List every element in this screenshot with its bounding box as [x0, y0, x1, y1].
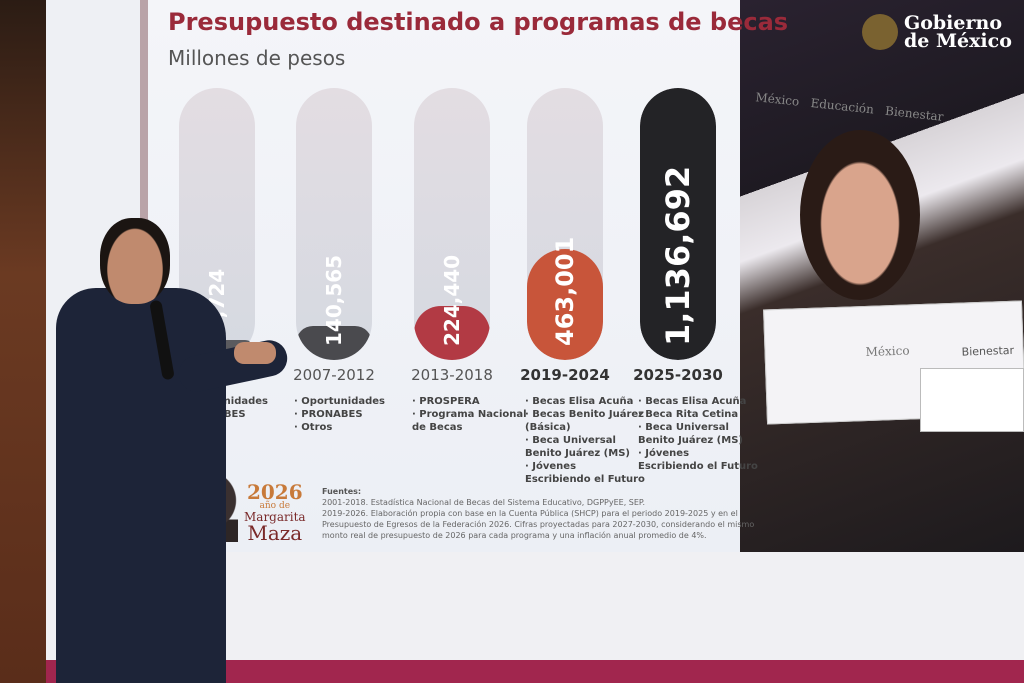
presenter	[48, 218, 291, 683]
program-list: PROSPERAPrograma Nacional de Becas	[412, 395, 532, 434]
bar-value-label: 1,136,692	[659, 165, 697, 346]
period-label: 2007-2012	[293, 366, 375, 384]
program-list: Becas Elisa AcuñaBeca Rita CetinaBeca Un…	[638, 395, 758, 473]
program-item: Beca Universal Benito Juárez (MS)	[638, 421, 758, 447]
program-item: Becas Elisa Acuña	[525, 395, 645, 408]
sources: Fuentes: 2001-2018. Estadística Nacional…	[322, 486, 772, 541]
scholarship-card-2	[920, 368, 1024, 432]
period-label: 2013-2018	[411, 366, 493, 384]
bar	[414, 306, 490, 360]
logo-text: Gobierno de México	[904, 12, 1012, 52]
program-item: Beca Universal Benito Juárez (MS)	[525, 434, 645, 460]
program-list: OportunidadesPRONABESOtros	[294, 395, 414, 434]
presenter-head	[100, 218, 170, 304]
sources-label: Fuentes:	[322, 487, 362, 496]
bar-value-label: 463,001	[551, 236, 579, 346]
program-item: Programa Nacional de Becas	[412, 408, 532, 434]
bar	[527, 249, 603, 360]
card-logo-mexico: México	[865, 343, 910, 359]
period-label: 2025-2030	[633, 366, 723, 384]
source-1: 2001-2018. Estadística Nacional de Becas…	[322, 498, 646, 507]
program-item: Otros	[294, 421, 414, 434]
slide-title: Presupuesto destinado a programas de bec…	[168, 8, 789, 36]
card-logo-bienestar: Bienestar	[961, 343, 1015, 359]
bar-track: 140,565	[296, 88, 372, 360]
wood-wall	[0, 0, 46, 683]
period-label: 2019-2024	[520, 366, 610, 384]
presenter-suit	[56, 288, 226, 683]
badge-year: 2026	[246, 480, 303, 504]
bar	[296, 326, 372, 360]
seal-icon	[862, 14, 898, 50]
badge-name2: Maza	[247, 521, 303, 545]
presenter-hand	[234, 342, 276, 364]
bar-track: 1,136,692	[640, 88, 716, 360]
gobierno-logo: Gobierno de México	[862, 12, 1024, 52]
bar	[640, 88, 716, 360]
student-face	[800, 130, 920, 300]
program-list: Becas Elisa AcuñaBecas Benito Juárez (Bá…	[525, 395, 645, 486]
program-item: Jóvenes Escribiendo el Futuro	[638, 447, 758, 473]
slide-subtitle: Millones de pesos	[168, 46, 346, 70]
bar-value-label: 224,440	[440, 254, 464, 346]
program-item: Oportunidades	[177, 395, 297, 408]
badge-name1: Margarita	[244, 510, 306, 524]
bar-track: 224,440	[414, 88, 490, 360]
program-item: PRONABES	[294, 408, 414, 421]
program-item: PROSPERA	[412, 395, 532, 408]
program-item: Becas Benito Juárez (Básica)	[525, 408, 645, 434]
badge-line: año de	[259, 501, 291, 511]
bar-value-label: 140,565	[322, 254, 346, 346]
program-item: Beca Rita Cetina	[638, 408, 758, 421]
program-item: Jóvenes Escribiendo el Futuro	[525, 460, 645, 486]
stage-band	[46, 660, 1024, 683]
bar-track: 463,001	[527, 88, 603, 360]
year-badge: 2026 año de Margarita Maza	[244, 482, 306, 543]
program-item: Becas Elisa Acuña	[638, 395, 758, 408]
program-item: Oportunidades	[294, 395, 414, 408]
source-2: 2019-2026. Elaboración propia con base e…	[322, 509, 755, 540]
